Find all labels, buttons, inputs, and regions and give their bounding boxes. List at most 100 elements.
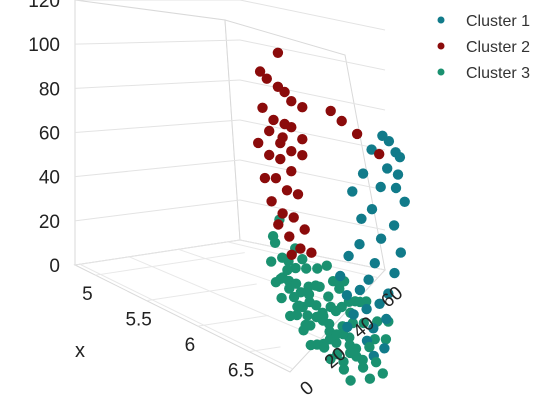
- y-grid-2: [178, 248, 350, 309]
- point-cluster-1: [388, 220, 400, 231]
- point-cluster-3: [344, 340, 355, 351]
- point-cluster-2: [286, 96, 297, 107]
- point-cluster-3: [357, 362, 369, 373]
- point-cluster-2: [266, 196, 277, 207]
- x-grid-2: [197, 314, 269, 327]
- z-grid-left-3: [74, 119, 241, 133]
- y-grid-1: [128, 256, 322, 339]
- point-cluster-1: [356, 213, 367, 224]
- point-cluster-2: [259, 172, 271, 184]
- point-cluster-3: [295, 287, 306, 298]
- y-grid-0: [79, 263, 294, 370]
- point-cluster-3: [345, 375, 356, 386]
- point-cluster-3: [345, 347, 356, 359]
- z-tick-label: 40: [39, 168, 60, 189]
- point-cluster-1: [341, 290, 353, 301]
- point-cluster-1: [369, 258, 380, 269]
- point-cluster-2: [288, 212, 299, 223]
- point-cluster-3: [266, 256, 277, 267]
- z-tick-label: 0: [49, 256, 60, 277]
- point-cluster-3: [331, 329, 342, 340]
- point-cluster-1: [379, 343, 390, 354]
- point-cluster-3: [305, 320, 316, 331]
- point-cluster-2: [277, 132, 288, 143]
- point-cluster-3: [302, 310, 313, 321]
- y-tick-label: 0: [296, 377, 318, 400]
- point-cluster-2: [273, 219, 284, 230]
- point-cluster-2: [253, 137, 264, 149]
- point-cluster-1: [343, 250, 354, 262]
- point-cluster-3: [297, 254, 308, 265]
- point-cluster-3: [277, 252, 288, 263]
- point-cluster-2: [297, 134, 308, 145]
- point-cluster-1: [389, 267, 400, 279]
- legend-label-1: Cluster 1: [466, 13, 530, 30]
- point-cluster-2: [325, 105, 336, 117]
- point-cluster-3: [310, 280, 321, 291]
- back-wall-x: [74, 0, 241, 266]
- point-cluster-2: [299, 224, 310, 235]
- z-tick-label: 100: [28, 35, 60, 56]
- point-cluster-2: [286, 146, 297, 157]
- point-cluster-2: [336, 115, 347, 127]
- point-cluster-3: [369, 334, 380, 345]
- point-cluster-2: [270, 173, 282, 184]
- point-cluster-3: [275, 273, 286, 284]
- point-cluster-3: [301, 263, 312, 274]
- point-cluster-2: [279, 86, 290, 98]
- z-grid-right-4: [239, 79, 386, 111]
- x-tick-label: 5.5: [125, 310, 151, 331]
- point-cluster-3: [290, 278, 302, 289]
- point-cluster-3: [332, 349, 343, 360]
- z-grid-right-5: [239, 39, 386, 71]
- point-cluster-2: [277, 208, 288, 219]
- point-cluster-1: [363, 274, 374, 285]
- point-cluster-1: [383, 136, 395, 147]
- point-cluster-1: [354, 284, 366, 296]
- point-cluster-1: [394, 152, 406, 163]
- z-grid-right-1: [239, 199, 386, 231]
- z-grid-left-0: [74, 239, 241, 266]
- point-cluster-3: [276, 292, 287, 304]
- point-cluster-3: [267, 231, 279, 242]
- point-cluster-3: [290, 262, 301, 274]
- point-cluster-3: [323, 291, 334, 302]
- point-cluster-3: [338, 364, 350, 375]
- point-cluster-1: [395, 247, 406, 258]
- point-cluster-2: [257, 102, 268, 114]
- point-cluster-2: [297, 102, 308, 113]
- point-cluster-2: [292, 189, 304, 200]
- point-cluster-1: [357, 168, 369, 179]
- z-grid-right-3: [239, 119, 386, 151]
- point-cluster-2: [261, 73, 272, 84]
- x-axis-title: x: [75, 340, 85, 362]
- point-cluster-1: [375, 233, 387, 244]
- point-cluster-3: [338, 356, 349, 367]
- z-grid-right-2: [239, 159, 386, 191]
- point-cluster-1: [382, 163, 393, 174]
- data-points: [253, 47, 410, 386]
- point-cluster-1: [368, 323, 379, 334]
- point-cluster-3: [305, 339, 316, 351]
- legend-label-2: Cluster 2: [466, 39, 530, 56]
- point-cluster-3: [330, 305, 342, 317]
- point-cluster-3: [312, 263, 323, 274]
- x-tick-label: 6.5: [228, 361, 254, 382]
- z-tick-label: 120: [28, 0, 60, 12]
- point-cluster-3: [364, 341, 375, 353]
- point-cluster-2: [264, 149, 275, 161]
- point-cluster-2: [284, 231, 295, 242]
- point-cluster-1: [347, 186, 358, 197]
- point-cluster-1: [342, 321, 353, 333]
- point-cluster-2: [286, 166, 297, 177]
- point-cluster-2: [264, 125, 275, 137]
- point-cluster-2: [254, 66, 266, 77]
- x-tick-label: 5: [82, 284, 93, 305]
- point-cluster-3: [303, 289, 315, 300]
- point-cluster-2: [286, 122, 297, 133]
- legend: Cluster 1 Cluster 2 Cluster 3: [437, 13, 530, 82]
- point-cluster-3: [354, 296, 366, 308]
- point-cluster-1: [399, 196, 410, 207]
- point-cluster-3: [282, 264, 293, 276]
